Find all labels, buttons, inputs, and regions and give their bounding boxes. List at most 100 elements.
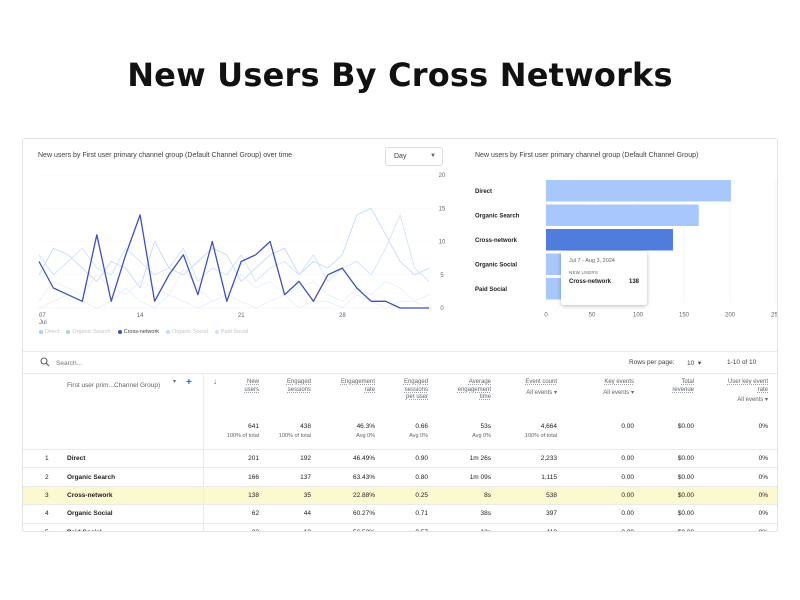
dropdown-caret-icon[interactable]: ▾ <box>173 379 177 385</box>
category-label: Organic Social <box>475 262 517 268</box>
total-cell: 0.66 Avg 0% <box>409 423 428 440</box>
table-cell: 192 <box>300 455 311 463</box>
total-cell: 0% <box>758 423 768 430</box>
legend-label: Direct <box>45 329 60 335</box>
legend-dot-icon <box>66 330 71 334</box>
series-line-cross-network <box>38 214 429 309</box>
add-dimension-icon[interactable]: + <box>186 377 192 388</box>
legend-item[interactable]: Cross-network <box>117 329 160 335</box>
table-cell: $0.00 <box>677 455 694 463</box>
row-rank: 4 <box>45 510 49 518</box>
legend-dot-icon <box>166 330 171 334</box>
legend-label: Cross-network <box>123 329 160 335</box>
column-header[interactable]: Engaged sessions <box>287 379 311 394</box>
legend-dot-icon <box>214 330 219 334</box>
column-header[interactable]: Engaged sessions per user <box>404 379 428 402</box>
row-dimension-name[interactable]: Organic Social <box>67 510 113 518</box>
legend-item[interactable]: Organic Social <box>166 329 208 335</box>
column-header-label: Engaged <box>403 379 428 385</box>
category-label: Direct <box>475 189 492 195</box>
granularity-select[interactable]: Day ▼ <box>385 147 443 166</box>
total-cell: 0.00 <box>621 423 634 430</box>
column-header[interactable]: Key events All events ▾ <box>603 379 634 397</box>
x-tick-label: 28 <box>339 313 346 319</box>
tooltip-date: Jul 7 - Aug 3, 2024 <box>569 258 615 264</box>
x-tick-label: 200 <box>725 313 736 319</box>
column-header[interactable]: Event count All events ▾ <box>525 379 557 397</box>
column-header-label: Average <box>468 379 491 385</box>
dimension-header[interactable]: First user prim...Channel Group) <box>67 382 161 389</box>
x-tick-label: 14 <box>137 313 144 319</box>
category-label: Paid Social <box>475 287 507 293</box>
table-cell: 0% <box>758 455 768 463</box>
table-cell: 38s <box>480 510 491 518</box>
series-line-organic-social <box>38 267 430 302</box>
table-row[interactable]: 5 Paid Social 23 13 56.52% 0.57 12s 118 0.00 $0.0… <box>23 522 777 531</box>
event-filter-select[interactable]: All events ▾ <box>526 389 557 396</box>
table-cell: 0.00 <box>621 510 634 518</box>
table-cell: $0.00 <box>678 524 694 531</box>
table-cell: 0.90 <box>415 455 428 463</box>
y-tick-label: 20 <box>439 173 446 179</box>
legend-label: Organic Social <box>172 329 208 335</box>
column-header[interactable]: User key event rate All events ▾ <box>728 379 768 405</box>
table-cell: 44 <box>303 510 311 518</box>
x-tick-label: 250 <box>771 313 778 319</box>
table-cell: 60.27% <box>352 510 375 518</box>
rows-per-page-select[interactable]: 10 ▾ <box>687 360 702 367</box>
table-row[interactable]: 4 Organic Social 62 44 60.27% 0.71 38s 397 0.00 $… <box>23 504 777 523</box>
event-filter-select[interactable]: All events ▾ <box>737 397 768 403</box>
table-cell: 0.00 <box>621 524 634 531</box>
legend-label: Organic Search <box>72 329 111 335</box>
table-cell: 118 <box>547 524 557 531</box>
row-rank: 5 <box>45 524 49 531</box>
column-header[interactable]: Total revenue <box>672 379 694 394</box>
table-cell: 46.49% <box>352 455 375 463</box>
column-header-label: Engaged <box>286 379 311 385</box>
column-header-label: revenue <box>672 386 694 393</box>
table-cell: 63.43% <box>352 473 375 481</box>
table-cell: 22.88% <box>352 491 375 499</box>
x-tick-sublabel: Jul <box>39 320 47 326</box>
row-dimension-name[interactable]: Direct <box>67 455 86 463</box>
sort-arrow-icon[interactable]: ↓ <box>213 377 217 386</box>
table-cell: 0% <box>758 510 768 518</box>
report-card: New users by First user primary channel … <box>22 138 778 532</box>
column-header[interactable]: Average engagement time <box>458 379 491 402</box>
table-cell: 1m 09s <box>469 473 491 481</box>
y-tick-label: 15 <box>439 206 446 212</box>
caret-down-icon: ▼ <box>430 153 436 159</box>
event-filter-select[interactable]: All events ▾ <box>603 389 634 396</box>
rows-per-page-value: 10 <box>687 360 695 367</box>
table-cell: $0.00 <box>677 510 694 518</box>
search-input[interactable] <box>56 357 206 369</box>
legend-item[interactable]: Paid Social <box>214 329 248 335</box>
table-cell: 62 <box>251 510 259 518</box>
rows-per-page-label: Rows per page: <box>629 359 675 366</box>
bar-chart-tooltip: Jul 7 - Aug 3, 2024 NEW USERS Cross-netw… <box>561 251 647 305</box>
table-row[interactable]: 1 Direct 201 192 46.49% 0.90 1m 26s 2,233 0.00 $0… <box>23 449 777 468</box>
table-toolbar: Rows per page: 10 ▾ 1-10 of 10 <box>23 351 777 373</box>
column-header[interactable]: Engagement rate <box>341 379 375 394</box>
column-header-label: Engagement <box>340 379 375 385</box>
pagination-text: 1-10 of 10 <box>727 359 757 366</box>
row-dimension-name[interactable]: Cross-network <box>67 491 113 499</box>
column-header-label: User key event <box>727 379 768 385</box>
table-row[interactable]: 3 Cross-network 138 35 22.88% 0.25 8s 538 0.00 $0… <box>23 485 777 505</box>
tooltip-label: Cross-network <box>569 279 612 285</box>
table-cell: 0.80 <box>415 473 428 481</box>
tooltip-metric: NEW USERS <box>569 270 599 275</box>
category-label: Organic Search <box>475 213 520 219</box>
row-dimension-name[interactable]: Organic Search <box>67 473 116 481</box>
bar-direct <box>546 180 731 202</box>
row-dimension-name[interactable]: Paid Social <box>67 524 102 531</box>
column-header-label: rate <box>757 386 768 393</box>
table-cell: 0.00 <box>621 491 634 499</box>
legend-item[interactable]: Organic Search <box>66 329 111 335</box>
y-tick-label: 5 <box>440 273 444 279</box>
legend-item[interactable]: Direct <box>39 329 59 335</box>
column-header[interactable]: New users <box>244 379 259 394</box>
line-chart-legend: Direct Organic Search Cross-network Organic… <box>39 329 248 335</box>
table-row[interactable]: 2 Organic Search 166 137 63.43% 0.80 1m 09s 1,1… <box>23 467 777 486</box>
table-cell: 1m 26s <box>469 455 491 463</box>
